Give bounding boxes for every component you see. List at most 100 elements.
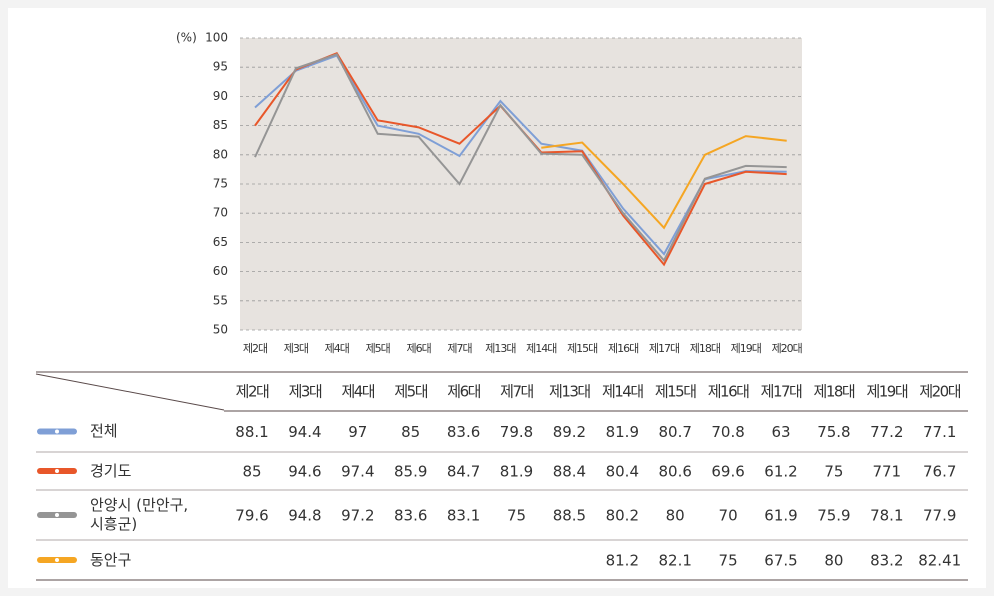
table-cell: 89.2	[553, 423, 586, 441]
table-cell: 97.4	[341, 463, 374, 481]
table-cell: 75.8	[817, 423, 850, 441]
table-cell: 75	[824, 463, 843, 481]
x-tick-label: 제3대	[284, 342, 308, 355]
table-cell: 75	[719, 552, 738, 570]
table-cell: 80.4	[606, 463, 639, 481]
table-cell: 61.2	[764, 463, 797, 481]
table-header: 제16대	[708, 383, 749, 401]
series-line	[254, 53, 787, 263]
y-tick-label: 70	[213, 206, 228, 220]
table-cell: 69.6	[711, 463, 744, 481]
header-diagonal	[35, 373, 225, 411]
table-cell: 76.7	[923, 463, 956, 481]
legend-name: 동안구	[90, 550, 132, 569]
table-header: 제19대	[866, 383, 907, 401]
legend-name: 전체	[90, 422, 118, 440]
legend-name-box: 안양시 (만안구,시흥군)	[90, 496, 189, 533]
y-tick-label: 100	[205, 31, 228, 45]
x-tick-label: 제5대	[366, 342, 390, 355]
table-cell: 771	[872, 463, 901, 481]
x-tick-label: 제2대	[243, 342, 267, 355]
table-cell: 84.7	[447, 463, 480, 481]
table-header: 제13대	[549, 383, 590, 401]
table-cell: 77.9	[923, 507, 956, 525]
table-header: 제5대	[394, 383, 427, 401]
legend-name-box: 동안구	[90, 550, 132, 569]
table-header: 제20대	[919, 383, 960, 401]
legend-dot	[55, 429, 59, 434]
legend-dot	[55, 513, 59, 517]
table-header: 제3대	[289, 383, 322, 401]
data-table: 제2대 제3대 제4대 제5대 제6대 제7대 제13대 제14대 제15대 제16대 제17대 제1…	[36, 383, 968, 581]
table-cell: 77.2	[870, 423, 903, 441]
table-cell: 80.6	[658, 463, 691, 481]
y-tick-label: 80	[213, 147, 228, 161]
table-cell: 85.9	[394, 463, 427, 481]
y-tick-label: 55	[213, 293, 228, 307]
table-cell: 61.9	[764, 507, 797, 525]
table-cell: 80.7	[658, 423, 691, 441]
table-cell: 75	[507, 507, 526, 525]
table-header: 제18대	[814, 383, 855, 401]
table-header: 제4대	[341, 383, 374, 401]
x-tick-label: 제7대	[447, 342, 471, 355]
table-header: 제6대	[447, 383, 480, 401]
table-cell: 83.6	[394, 507, 427, 525]
y-tick-label: 95	[213, 60, 228, 74]
table-cell: 81.9	[500, 463, 533, 481]
table-cell: 97	[348, 423, 367, 441]
x-tick-label: 제17대	[649, 342, 679, 355]
table-header: 제14대	[602, 383, 643, 401]
table-cell: 78.1	[870, 507, 903, 525]
y-tick-label: 60	[213, 264, 228, 278]
y-unit: (%)	[176, 31, 197, 45]
table-cell: 94.8	[288, 507, 321, 525]
table-cell: 82.1	[658, 552, 691, 570]
table-header: 제15대	[655, 383, 696, 401]
table-header: 제2대	[236, 383, 269, 401]
y-tick-label: 90	[213, 89, 228, 103]
table-cell: 82.41	[918, 552, 961, 570]
table-cell: 85	[242, 463, 261, 481]
table-cell: 81.2	[606, 552, 639, 570]
table-cell: 83.1	[447, 507, 480, 525]
table-cell: 88.4	[553, 463, 586, 481]
y-tick-label: 50	[213, 323, 228, 337]
table-header: 제17대	[761, 383, 802, 401]
table-cell: 83.6	[447, 423, 480, 441]
x-tick-label: 제16대	[608, 342, 638, 355]
table-cell: 75.9	[817, 507, 850, 525]
x-tick-label: 제6대	[406, 342, 430, 355]
table-header: 제7대	[500, 383, 533, 401]
table-cell: 81.9	[606, 423, 639, 441]
table-cell: 85	[401, 423, 420, 441]
table-cell: 70	[719, 507, 738, 525]
table-cell: 63	[771, 423, 790, 441]
x-tick-label: 제13대	[485, 342, 515, 355]
series-line	[541, 135, 787, 230]
table-cell: 94.4	[288, 423, 321, 441]
table-cell: 67.5	[764, 552, 797, 570]
legend-dot	[55, 469, 59, 473]
table-cell: 88.1	[235, 423, 268, 441]
table-cell: 77.1	[923, 423, 956, 441]
table-cell: 83.2	[870, 552, 903, 570]
legend-name: 안양시 (만안구,시흥군)	[90, 496, 189, 533]
table-cell: 80.2	[606, 507, 639, 525]
x-tick-label: 제20대	[772, 342, 802, 355]
legend-name-box: 전체	[90, 422, 118, 440]
table-cell: 79.8	[500, 423, 533, 441]
legend-dot	[55, 558, 59, 562]
table-cell: 97.2	[341, 507, 374, 525]
table-cell: 80	[666, 507, 685, 525]
table-cell: 79.6	[235, 507, 268, 525]
y-tick-label: 85	[213, 118, 228, 132]
table-cell: 70.8	[711, 423, 744, 441]
y-tick-label: 75	[213, 177, 228, 191]
legend-name-box: 경기도	[90, 461, 132, 480]
legend-name: 경기도	[90, 461, 132, 480]
y-tick-label: 65	[213, 235, 228, 249]
table-cell: 80	[824, 552, 843, 570]
x-tick-label: 제18대	[690, 342, 720, 355]
